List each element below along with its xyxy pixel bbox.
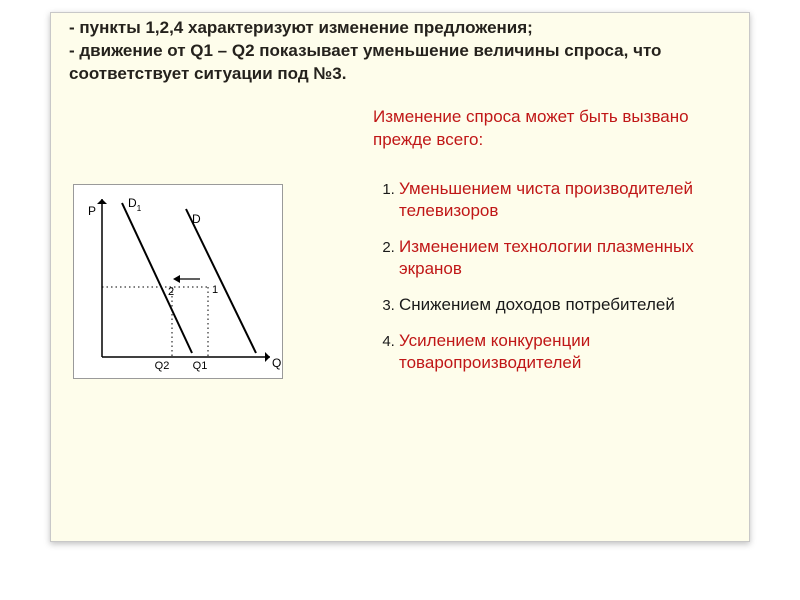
svg-text:D1: D1 [128, 196, 142, 213]
question-lead: Изменение спроса может быть вызвано преж… [373, 106, 733, 152]
header-line-2: - движение от Q1 – Q2 показывает уменьше… [69, 40, 731, 86]
svg-text:2: 2 [168, 286, 174, 298]
svg-text:Q1: Q1 [193, 360, 208, 372]
svg-text:P: P [88, 204, 96, 218]
svg-text:1: 1 [212, 284, 218, 296]
answer-item-4: Усилением конкуренции товаропроизводител… [399, 330, 733, 374]
demand-chart: P D1 D Q Q1 Q2 1 2 [73, 184, 283, 379]
answer-item-3: Снижением доходов потребителей [399, 294, 733, 316]
answer-list: Уменьшением чиcта производителей телевиз… [373, 178, 733, 375]
header-line-1: - пункты 1,2,4 характеризуют изменение п… [69, 17, 731, 40]
right-column: Изменение спроса может быть вызвано преж… [373, 106, 733, 389]
slide-header: - пункты 1,2,4 характеризуют изменение п… [51, 13, 749, 94]
svg-text:Q2: Q2 [155, 360, 170, 372]
slide: - пункты 1,2,4 характеризуют изменение п… [50, 12, 750, 542]
slide-body: P D1 D Q Q1 Q2 1 2 Изменение спроса может быть … [51, 94, 749, 474]
svg-text:Q: Q [272, 356, 281, 370]
chart-svg: P D1 D Q Q1 Q2 1 2 [74, 185, 284, 380]
answer-item-1: Уменьшением чиcта производителей телевиз… [399, 178, 733, 222]
svg-text:D: D [192, 212, 201, 226]
answer-item-2: Изменением технологии плазменных экранов [399, 236, 733, 280]
